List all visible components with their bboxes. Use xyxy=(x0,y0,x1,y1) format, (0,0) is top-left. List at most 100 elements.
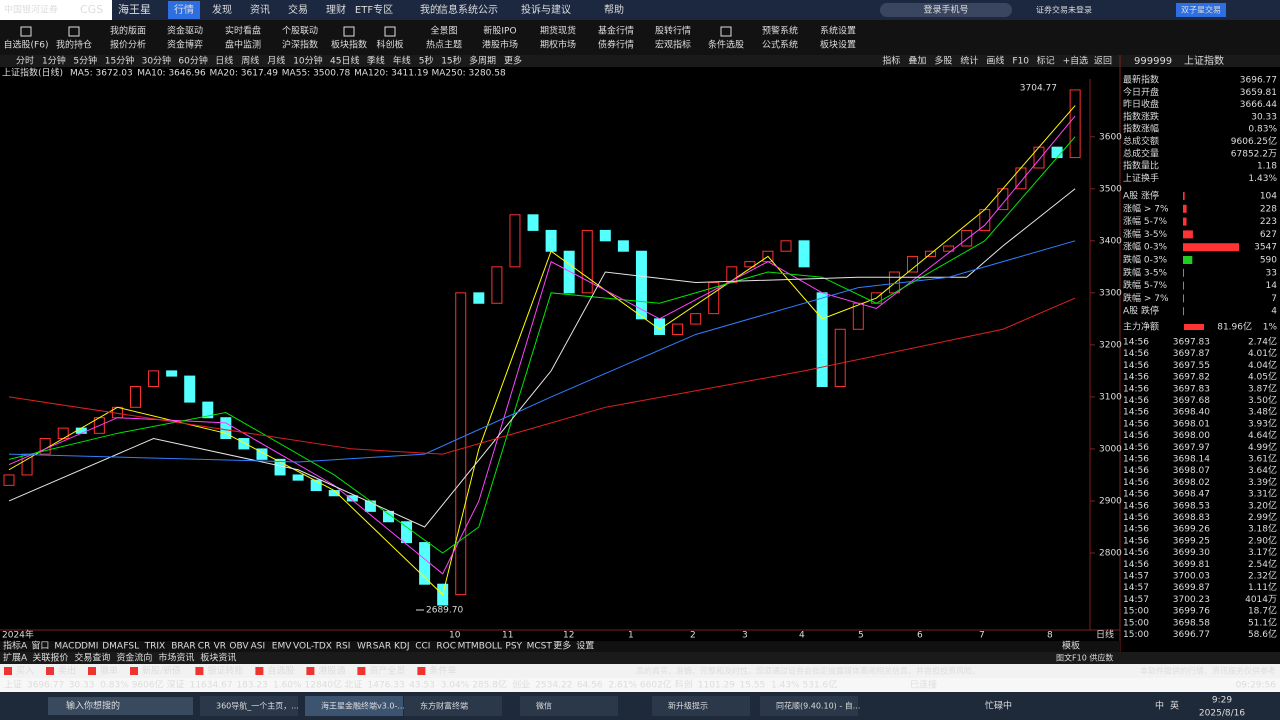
period-tab[interactable]: 更多 xyxy=(504,55,522,67)
chart-tool[interactable]: 指标 xyxy=(882,55,900,67)
indicator-tab[interactable]: DMI xyxy=(81,642,98,652)
tool-label[interactable]: 板块设置 xyxy=(820,39,856,51)
task-label[interactable]: 360导航_一个主页，... xyxy=(216,701,299,711)
period-tab[interactable]: 多周期 xyxy=(469,55,496,67)
chart-tool[interactable]: 返回 xyxy=(1094,55,1112,67)
chart-tool[interactable]: 多股 xyxy=(934,55,952,67)
task-app[interactable] xyxy=(404,696,502,716)
period-tab[interactable]: 季线 xyxy=(367,55,385,67)
menu-item[interactable]: 行情 xyxy=(174,3,194,16)
search[interactable]: 输入你想搜的 xyxy=(66,700,120,712)
period-tab[interactable]: 5秒 xyxy=(419,55,434,67)
indicator-tab[interactable]: MCST xyxy=(527,642,553,652)
btn-icon[interactable] xyxy=(306,667,315,675)
indicator-tab[interactable]: 设置 xyxy=(576,641,594,652)
task-label[interactable]: 海王星金融终端v3.0-... xyxy=(321,701,405,711)
menu-item[interactable]: ETF专区 xyxy=(355,3,393,16)
ext-tab[interactable]: 关联报价 xyxy=(32,652,68,664)
task-label[interactable]: 新升级提示 xyxy=(668,701,708,711)
tool-label[interactable]: 期权市场 xyxy=(540,39,576,51)
trade-button[interactable]: 新股/新债 xyxy=(142,665,181,677)
tool-label[interactable]: 资金博弈 xyxy=(167,39,203,51)
indicator-tab[interactable]: ASI xyxy=(251,642,266,652)
period-tab[interactable]: 30分钟 xyxy=(142,55,171,67)
menu-item[interactable]: 信息系统公示 xyxy=(438,3,498,16)
indicator-tab[interactable]: OBV xyxy=(229,642,249,652)
indicator-tab[interactable]: PSY xyxy=(505,642,522,652)
indicator-tab[interactable]: WR xyxy=(357,642,372,652)
open-btn[interactable] xyxy=(1176,3,1226,17)
period-tab[interactable]: 15秒 xyxy=(441,55,461,67)
menu-item[interactable]: 资讯 xyxy=(250,4,270,16)
indicator-tab[interactable]: FSL xyxy=(123,642,139,652)
indicator-tab[interactable]: 窗口 xyxy=(31,640,49,652)
chart-tool[interactable]: 画线 xyxy=(986,55,1004,67)
trade-button[interactable]: 卖出 xyxy=(58,665,76,677)
indicator-tab[interactable]: KDJ xyxy=(394,642,410,652)
chart-tool[interactable]: +自选 xyxy=(1063,55,1089,67)
trade-button[interactable]: 条件单 xyxy=(429,665,456,677)
period-tab[interactable]: 45日线 xyxy=(330,55,359,67)
btn-icon[interactable] xyxy=(130,667,138,675)
task-app[interactable] xyxy=(652,696,750,716)
ext-tab[interactable]: 交易查询 xyxy=(74,652,110,664)
indicator-tab[interactable]: 更多 xyxy=(553,640,571,652)
indicator-tab[interactable]: VOL-TDX xyxy=(293,642,332,652)
menu-item[interactable]: 我的 xyxy=(420,3,440,16)
indicator-tab[interactable]: MACD xyxy=(54,642,81,652)
tool-label[interactable]: 债券行情 xyxy=(598,39,634,51)
ext-tab[interactable]: 市场资讯 xyxy=(158,652,194,664)
tool-label[interactable]: 港股市场 xyxy=(482,39,518,51)
indicator-tab[interactable]: SAR xyxy=(373,642,391,652)
period-tab[interactable]: 60分钟 xyxy=(178,55,207,67)
task-label[interactable]: 东方财富终端 xyxy=(420,701,468,711)
period-tab[interactable]: 1分钟 xyxy=(42,55,66,67)
tool-label[interactable]: 板块指数 xyxy=(331,39,367,51)
tool-label[interactable]: 全景图 xyxy=(430,25,457,37)
tool-label[interactable]: 个股联动 xyxy=(282,26,318,37)
period-tab[interactable]: 月线 xyxy=(267,55,285,67)
btn-icon[interactable] xyxy=(46,667,54,675)
tool-label[interactable]: 宏观指标 xyxy=(655,39,691,51)
ext-tab[interactable]: 板块资讯 xyxy=(200,652,236,664)
trade-button[interactable]: 撤单 xyxy=(100,665,118,677)
indicator-tab[interactable]: BOLL xyxy=(479,642,502,652)
login[interactable]: 登录手机号 xyxy=(923,4,968,16)
indicator-tab[interactable]: DMA xyxy=(102,642,124,652)
period-tab[interactable]: 10分钟 xyxy=(293,55,322,67)
chart-tool[interactable]: F10 xyxy=(1012,57,1029,67)
task-label[interactable]: 同花顺(9.40.10) - 自... xyxy=(776,701,860,711)
btn-icon[interactable] xyxy=(417,667,426,675)
tool-label[interactable]: 公式系统 xyxy=(762,39,798,51)
menu-item[interactable]: 交易 xyxy=(288,3,308,16)
ext-tab[interactable]: 资金流向 xyxy=(116,652,152,664)
period-tab[interactable]: 15分钟 xyxy=(105,55,134,67)
menu-item[interactable]: 帮助 xyxy=(604,3,624,16)
btn-icon[interactable] xyxy=(4,667,12,675)
tool-label[interactable]: 期货现货 xyxy=(540,25,576,37)
indicator-tab[interactable]: RSI xyxy=(336,642,351,652)
indicator-tab[interactable]: BRAR xyxy=(171,642,195,652)
btn-icon[interactable] xyxy=(195,667,204,675)
trade-button[interactable]: 资产全景 xyxy=(369,665,405,677)
tool-label[interactable]: 股转行情 xyxy=(655,25,691,37)
tool-label[interactable]: 我的持仓 xyxy=(56,39,92,51)
trade-button[interactable]: 自选股 xyxy=(267,665,294,677)
ext-tab[interactable]: 扩展A xyxy=(3,652,28,664)
chart-tool[interactable]: 标记 xyxy=(1037,55,1055,67)
task-app[interactable] xyxy=(200,696,298,716)
indicator-tab[interactable]: EMV xyxy=(272,642,292,652)
menu-item[interactable]: 发现 xyxy=(212,3,232,16)
tool-label[interactable]: 科创板 xyxy=(376,39,403,51)
btn-icon[interactable] xyxy=(255,667,264,675)
chart-tool[interactable]: 统计 xyxy=(960,55,978,67)
indicator-tab[interactable]: ROC xyxy=(436,642,456,652)
btn-icon[interactable] xyxy=(357,667,366,675)
period-tab[interactable]: 5分钟 xyxy=(73,55,97,67)
task-app[interactable] xyxy=(520,696,618,716)
tool-label[interactable]: 系统设置 xyxy=(820,25,856,37)
period-tab[interactable]: 年线 xyxy=(393,55,411,67)
trade-button[interactable]: 银证转账 xyxy=(207,665,243,677)
task-app[interactable] xyxy=(760,696,858,716)
template[interactable]: 模板 xyxy=(1062,640,1080,652)
